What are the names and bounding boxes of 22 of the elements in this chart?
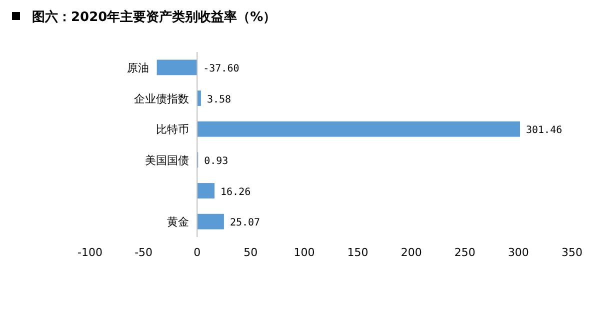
y-tick-label: 黄金 (167, 216, 190, 229)
data-label: 3.58 (206, 94, 232, 106)
y-tick-label: 比特币 (156, 123, 190, 136)
x-tick-label: 250 (454, 246, 476, 259)
x-tick-label: 150 (347, 246, 368, 259)
x-tick-label: 0 (194, 246, 201, 259)
data-label: 25.07 (230, 218, 260, 229)
x-tick-label: 50 (244, 246, 258, 259)
y-tick-label: 美国国债 (145, 154, 190, 167)
x-tick-label: 350 (562, 246, 582, 259)
x-tick-label: -50 (134, 246, 153, 259)
data-label: -37.60 (203, 63, 240, 74)
chart-title: 图六：2020年主要资产类别收益率（%） (32, 9, 276, 25)
data-label: 16.26 (220, 186, 251, 198)
x-tick-label: 200 (400, 246, 422, 259)
data-label: 0.93 (204, 156, 228, 167)
y-tick-label: 企业债指数 (134, 92, 190, 106)
x-tick-label: 100 (294, 246, 315, 259)
y-tick-label: 原油 (126, 61, 149, 74)
data-label: 301.46 (526, 125, 562, 136)
x-tick-label: 300 (508, 246, 529, 259)
x-tick-label: -100 (78, 246, 102, 259)
